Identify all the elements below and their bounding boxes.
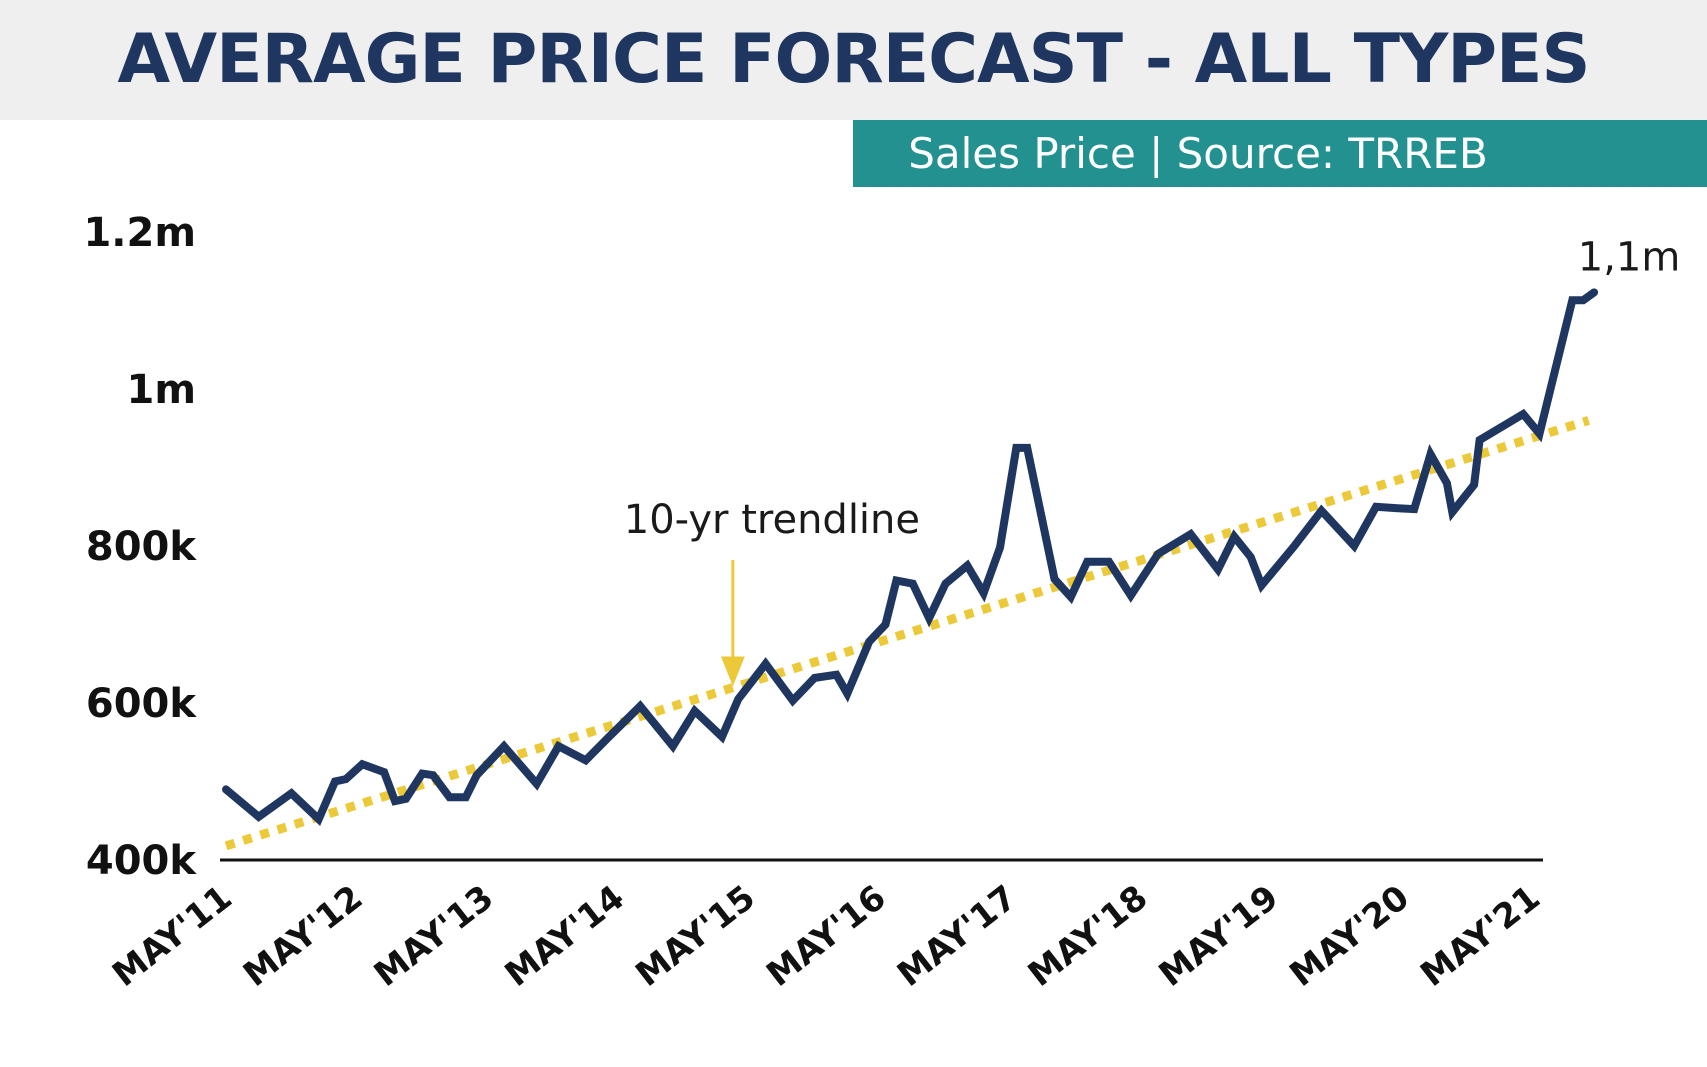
x-tick-label: MAY'14 xyxy=(498,878,632,995)
source-label: Sales Price | Source: TRREB xyxy=(908,129,1488,178)
x-tick-label: MAY'16 xyxy=(759,878,893,995)
x-tick-label: MAY'18 xyxy=(1021,878,1155,995)
y-tick-label: 1.2m xyxy=(83,210,196,256)
x-tick-label: MAY'11 xyxy=(105,878,239,995)
trendline-annotation: 10-yr trendline xyxy=(624,497,920,543)
x-tick-label: MAY'13 xyxy=(367,878,501,995)
source-banner: Sales Price | Source: TRREB xyxy=(853,120,1707,187)
annotations: 10-yr trendline 1,1m xyxy=(624,234,1681,687)
price-series-line xyxy=(222,288,1599,827)
y-axis-ticks: 400k 600k 800k 1m 1.2m xyxy=(83,210,197,884)
x-tick-label: MAY'19 xyxy=(1152,878,1286,995)
x-tick-label: MAY'17 xyxy=(890,878,1024,995)
y-tick-label: 800k xyxy=(86,524,197,570)
title-banner xyxy=(0,0,1707,120)
x-tick-label: MAY'12 xyxy=(236,878,370,995)
x-tick-label: MAY'15 xyxy=(628,878,762,995)
y-tick-label: 1m xyxy=(126,367,196,413)
x-tick-label: MAY'20 xyxy=(1282,878,1416,995)
x-axis-ticks: MAY'11MAY'12MAY'13MAY'14MAY'15MAY'16MAY'… xyxy=(105,878,1547,995)
last-value-label: 1,1m xyxy=(1578,234,1681,280)
x-tick-label: MAY'21 xyxy=(1413,878,1547,995)
y-tick-label: 400k xyxy=(86,838,197,884)
trendline xyxy=(224,416,1590,851)
page-title: AVERAGE PRICE FORECAST - ALL TYPES xyxy=(117,20,1591,99)
y-tick-label: 600k xyxy=(86,681,197,727)
